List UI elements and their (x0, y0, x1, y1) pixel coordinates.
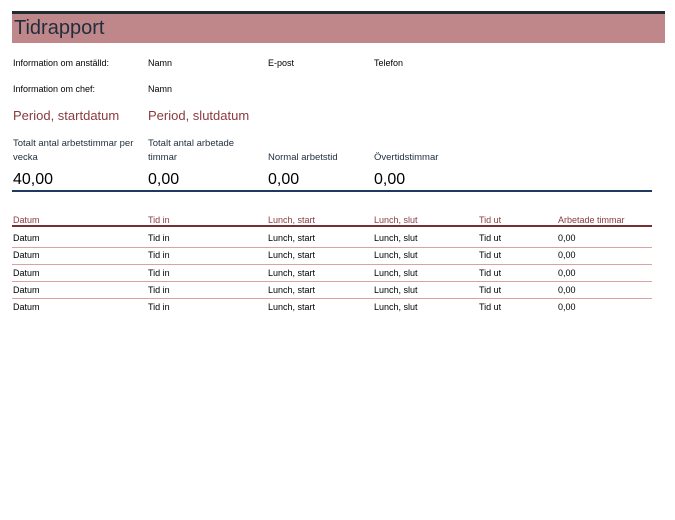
cell: Datum (13, 233, 40, 243)
summary-value: 0,00 (374, 171, 406, 188)
cell: Tid in (148, 302, 170, 313)
summary-label: Normal arbetstid (268, 152, 338, 163)
manager-label: Information om chef: (13, 84, 96, 94)
cell: Lunch, start (268, 267, 316, 278)
cell: Tid in (148, 233, 170, 243)
cell: Lunch, start (268, 250, 316, 261)
cell: Lunch, slut (374, 250, 418, 261)
employee-name: Namn (148, 58, 173, 68)
cell: Lunch, start (268, 284, 316, 295)
row-rule (12, 263, 652, 265)
summary-value: 0,00 (148, 171, 180, 188)
summary-value: 40,00 (13, 171, 54, 188)
column-header: Arbetade timmar (558, 215, 625, 225)
manager-name: Namn (148, 84, 173, 94)
cell: Lunch, slut (374, 233, 418, 243)
cell: Tid ut (479, 302, 502, 313)
column-header: Tid ut (479, 215, 502, 225)
cell: 0,00 (558, 267, 576, 278)
cell: 0,00 (558, 250, 576, 261)
cell: Datum (13, 302, 40, 313)
header-rule (12, 225, 652, 227)
cell: Lunch, start (268, 302, 316, 313)
cell: Tid ut (479, 233, 502, 243)
cell: Datum (13, 284, 40, 295)
summary-value: 0,00 (268, 171, 300, 188)
column-header: Lunch, slut (374, 215, 418, 225)
summary-rule (12, 190, 652, 192)
cell: 0,00 (558, 302, 576, 313)
cell: Lunch, start (268, 233, 316, 243)
cell: Tid in (148, 250, 170, 261)
row-rule (12, 298, 652, 300)
cell: Tid in (148, 267, 170, 278)
cell: 0,00 (558, 233, 576, 243)
employee-label: Information om anställd: (13, 58, 110, 68)
cell: Lunch, slut (374, 284, 418, 295)
employee-phone: Telefon (374, 58, 404, 68)
cell: Datum (13, 250, 40, 261)
period-start: Period, startdatum (13, 108, 120, 123)
title: Tidrapport (14, 17, 105, 39)
column-header: Datum (13, 215, 40, 225)
cell: Tid in (148, 284, 170, 295)
cell: Tid ut (479, 284, 502, 295)
cell: Tid ut (479, 250, 502, 261)
top-rule (12, 11, 665, 14)
summary-label: Övertidstimmar (374, 152, 439, 163)
cell: Tid ut (479, 267, 502, 278)
cell: Lunch, slut (374, 267, 418, 278)
period-end: Period, slutdatum (148, 108, 250, 123)
cell: 0,00 (558, 284, 576, 295)
employee-email: E-post (268, 58, 295, 68)
column-header: Lunch, start (268, 215, 316, 225)
summary-label: Totalt antal arbetade timmar (148, 138, 235, 163)
column-header: Tid in (148, 215, 170, 225)
row-rule (12, 246, 652, 248)
row-rule (12, 281, 652, 283)
summary-label: Totalt antal arbetstimmar per vecka (13, 138, 134, 163)
cell: Datum (13, 267, 40, 278)
title-band (12, 14, 665, 43)
cell: Lunch, slut (374, 302, 418, 313)
